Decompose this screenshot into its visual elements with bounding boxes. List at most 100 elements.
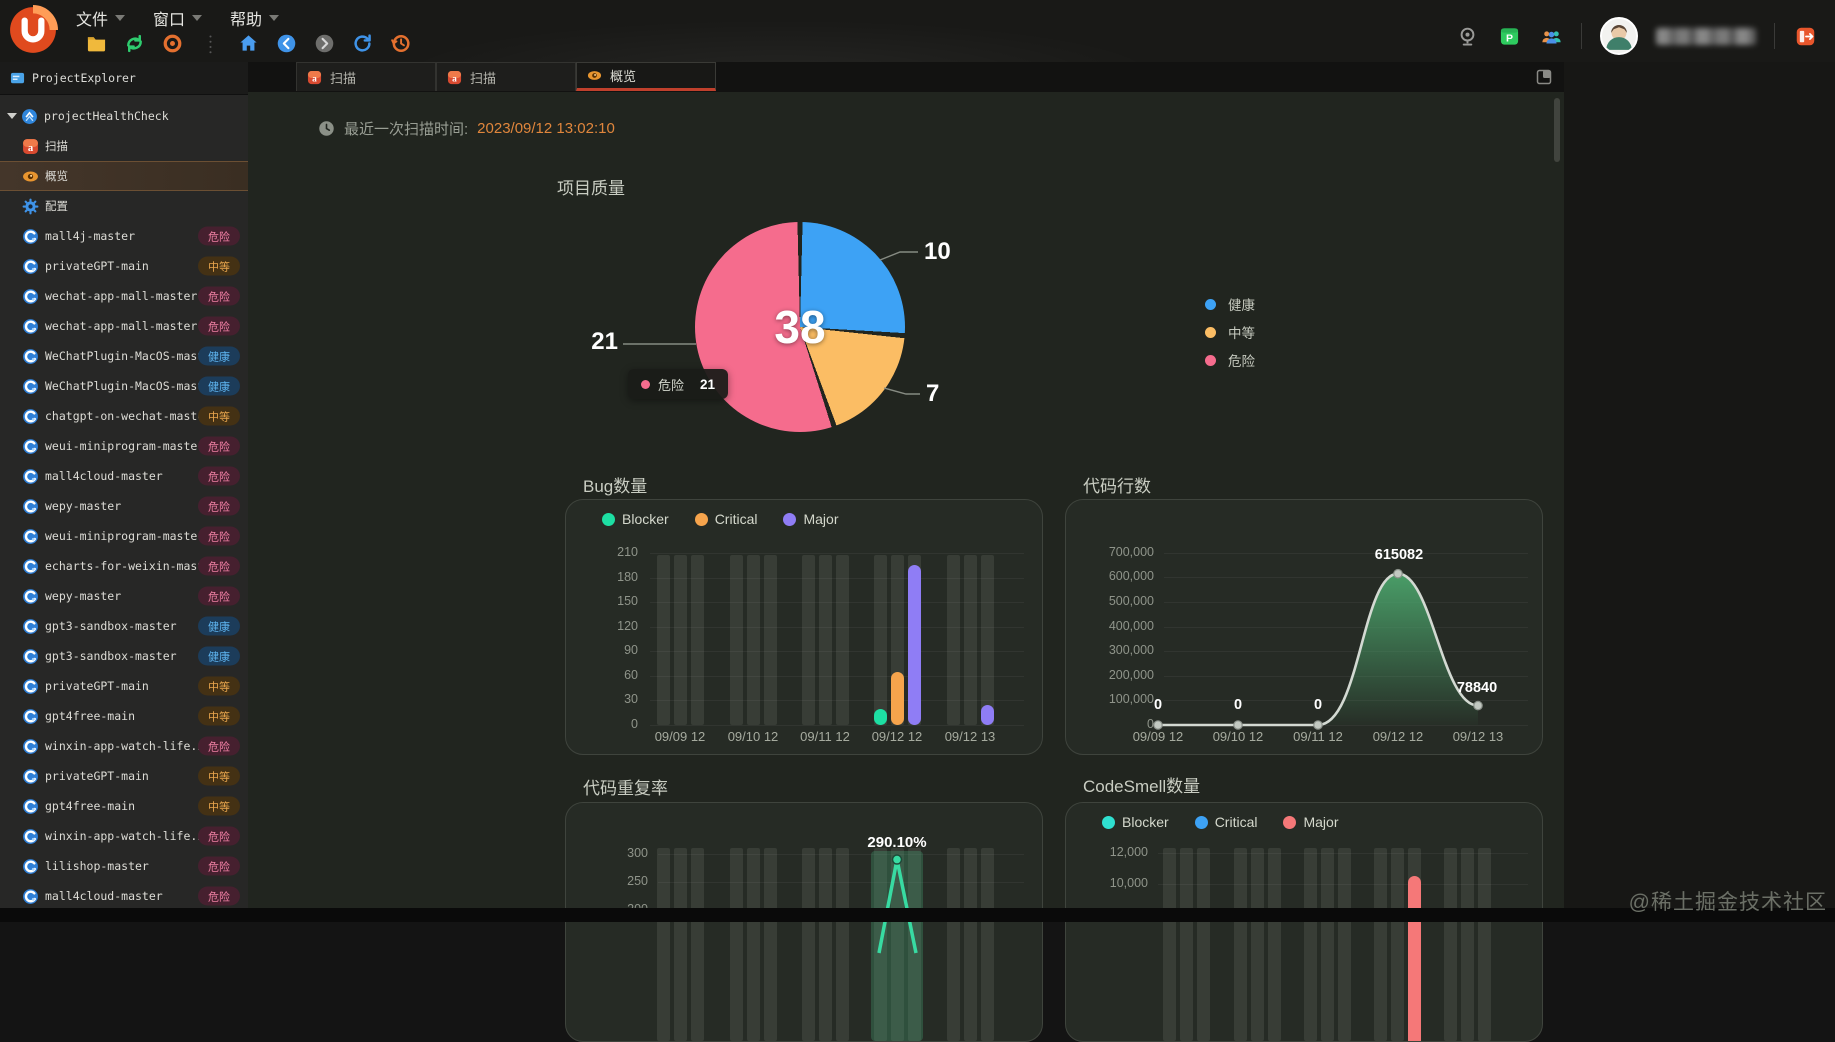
y-axis-tick: 500,000: [1108, 594, 1154, 608]
duplication-spike-line[interactable]: [566, 803, 1043, 1042]
tab-scan-1[interactable]: a 扫描: [436, 62, 576, 91]
sidebar-project-gpt4free-main[interactable]: gpt4free-main 中等: [0, 791, 248, 821]
tab-overview-2[interactable]: 概览: [576, 62, 716, 91]
menu-bar: 文件 窗口 帮助: [76, 6, 280, 30]
legend-item-Blocker[interactable]: Blocker: [1102, 814, 1169, 830]
sidebar-project-lilishop-master[interactable]: lilishop-master 危险: [0, 851, 248, 881]
status-badge: 危险: [198, 856, 240, 876]
grid-line: [650, 700, 1024, 702]
y-axis-tick: 250: [627, 874, 648, 888]
placeholder-bar: [1460, 848, 1474, 1041]
loc-line-series[interactable]: [1066, 500, 1543, 755]
home-button[interactable]: [236, 31, 260, 55]
lines-of-code-card: 0 100,000 200,000 300,000 400,000 500,000 600,…: [1065, 499, 1543, 755]
bar-major-09/12 12[interactable]: [1407, 875, 1421, 1041]
code-duplication-card: 300250200290.10%: [565, 802, 1043, 1042]
sidebar-project-mall4cloud-master[interactable]: mall4cloud-master 危险: [0, 881, 248, 911]
sidebar-project-gpt3-sandbox-master[interactable]: gpt3-sandbox-master 健康: [0, 611, 248, 641]
open-folder-button[interactable]: [84, 31, 108, 55]
legend-item-Critical[interactable]: Critical: [1194, 814, 1257, 830]
svg-text:a: a: [312, 74, 317, 84]
sidebar-project-mall4cloud-master[interactable]: mall4cloud-master 危险: [0, 461, 248, 491]
grid-line: [1164, 626, 1528, 628]
sidebar-item-config[interactable]: 配置: [0, 191, 248, 221]
bar-blocker-09/12 12[interactable]: [873, 708, 887, 725]
back-button[interactable]: [274, 31, 298, 55]
sidebar-item-overview[interactable]: 概览: [0, 161, 248, 191]
grid-line: [650, 675, 1024, 677]
sidebar-project-wechat-app-mall-master[interactable]: wechat-app-mall-master 危险: [0, 311, 248, 341]
y-axis-tick: 10,000: [1109, 875, 1148, 890]
webcam-button[interactable]: [1455, 24, 1479, 48]
sidebar-project-privateGPT-main[interactable]: privateGPT-main 中等: [0, 761, 248, 791]
expand-panel-button[interactable]: [1536, 69, 1552, 85]
sidebar-item-projecthealthcheck[interactable]: projectHealthCheck: [0, 101, 248, 131]
sidebar-project-wepy-master[interactable]: wepy-master 危险: [0, 491, 248, 521]
sidebar-project-privateGPT-main[interactable]: privateGPT-main 中等: [0, 251, 248, 281]
legend-item-中等[interactable]: 中等: [1205, 318, 1255, 346]
legend-item-Major[interactable]: Major: [1283, 814, 1338, 830]
refresh-button[interactable]: [350, 31, 374, 55]
legend-item-危险[interactable]: 危险: [1205, 346, 1255, 374]
placeholder-bar: [673, 555, 687, 725]
sidebar-project-chatgpt-on-wechat-master[interactable]: chatgpt-on-wechat-master 中等: [0, 401, 248, 431]
placeholder-bar: [873, 555, 887, 725]
user-name-redacted[interactable]: [1656, 27, 1756, 45]
sidebar-project-WeChatPlugin-MacOS-master[interactable]: WeChatPlugin-MacOS-master 健康: [0, 371, 248, 401]
sidebar-project-gpt3-sandbox-master[interactable]: gpt3-sandbox-master 健康: [0, 641, 248, 671]
sidebar-project-winxin-app-watch-life-ne-[interactable]: winxin-app-watch-life.ne… 危险: [0, 731, 248, 761]
x-axis-label: 09/12 13: [944, 729, 996, 744]
menu-window[interactable]: 窗口: [153, 6, 203, 30]
sidebar-project-privateGPT-main[interactable]: privateGPT-main 中等: [0, 671, 248, 701]
menu-file[interactable]: 文件: [76, 6, 126, 30]
logout-button[interactable]: [1793, 24, 1817, 48]
app-logo[interactable]: [8, 5, 58, 55]
plugin-button[interactable]: P: [1497, 24, 1521, 48]
placeholder-bar: [1320, 848, 1334, 1041]
tab-scan-0[interactable]: a 扫描: [296, 62, 436, 91]
x-axis-label: 09/09 12: [1132, 729, 1184, 744]
tree-expander-icon[interactable]: [7, 113, 17, 119]
chevron-down-icon: [115, 15, 126, 21]
record-button[interactable]: [160, 31, 184, 55]
scrollbar-thumb[interactable]: [1554, 98, 1560, 162]
legend-item-Critical[interactable]: Critical: [694, 511, 757, 527]
y-axis-tick: 210: [617, 545, 638, 559]
sync-button[interactable]: [122, 31, 146, 55]
y-axis-tick: 400,000: [1108, 618, 1154, 633]
bar-major-09/12 13[interactable]: [980, 704, 994, 725]
x-axis-label: 09/11 12: [800, 729, 850, 744]
sidebar-item-scan[interactable]: a 扫描: [0, 131, 248, 161]
legend-label: 中等: [1228, 326, 1255, 341]
project-icon: [22, 228, 39, 245]
sidebar-project-weui-miniprogram-master[interactable]: weui-miniprogram-master 危险: [0, 431, 248, 461]
project-name: gpt4free-main: [45, 709, 136, 723]
bar-major-09/12 12[interactable]: [907, 565, 921, 725]
grid-line: [650, 577, 1024, 579]
chart-legend: Blocker Critical Major: [1102, 811, 1338, 833]
team-button[interactable]: [1539, 24, 1563, 48]
x-axis-label: 09/12 13: [1452, 729, 1504, 744]
y-axis-tick: 60: [624, 667, 638, 682]
history-button[interactable]: [388, 31, 412, 55]
sidebar-project-mall4j-master[interactable]: mall4j-master 危险: [0, 221, 248, 251]
forward-button[interactable]: [312, 31, 336, 55]
menu-help[interactable]: 帮助: [230, 6, 280, 30]
sidebar-project-WeChatPlugin-MacOS-master[interactable]: WeChatPlugin-MacOS-master 健康: [0, 341, 248, 371]
legend-dot: [1102, 815, 1115, 829]
divider: [1774, 23, 1775, 49]
sidebar-project-weui-miniprogram-master[interactable]: weui-miniprogram-master 危险: [0, 521, 248, 551]
overview-icon: [587, 68, 602, 83]
y-axis-tick: 600,000: [1108, 569, 1154, 584]
sidebar-project-wepy-master[interactable]: wepy-master 危险: [0, 581, 248, 611]
sidebar-project-winxin-app-watch-life-ne-[interactable]: winxin-app-watch-life.ne… 危险: [0, 821, 248, 851]
legend-item-Major[interactable]: Major: [783, 511, 838, 527]
legend-item-健康[interactable]: 健康: [1205, 290, 1255, 318]
sidebar-project-echarts-for-weixin-master[interactable]: echarts-for-weixin-master 危险: [0, 551, 248, 581]
project-quality-pie[interactable]: [695, 222, 905, 432]
bar-critical-09/12 12[interactable]: [890, 671, 904, 725]
avatar[interactable]: [1600, 17, 1638, 55]
sidebar-project-wechat-app-mall-master[interactable]: wechat-app-mall-master 危险: [0, 281, 248, 311]
legend-item-Blocker[interactable]: Blocker: [602, 511, 669, 527]
sidebar-project-gpt4free-main[interactable]: gpt4free-main 中等: [0, 701, 248, 731]
